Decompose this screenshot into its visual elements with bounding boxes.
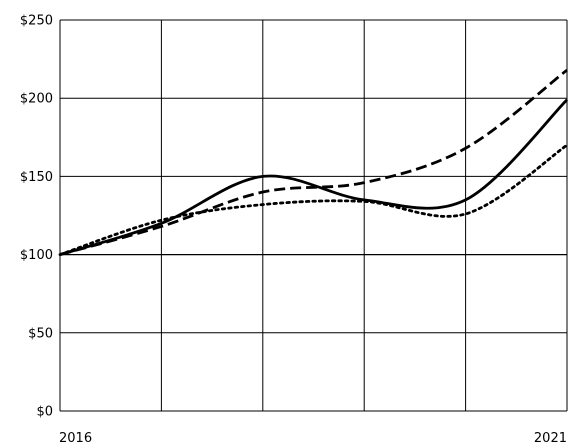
series-line-dotted [58,143,569,256]
y-tick-label: $50 [28,326,53,341]
y-tick-label: $150 [20,170,53,185]
y-tick-label: $250 [20,14,53,29]
y-axis-tick-labels: $0 $50 $100 $150 $200 $250 [20,14,53,420]
y-tick-label: $100 [20,248,53,263]
grid-lines [59,19,568,412]
x-axis-tick-labels: 2016 2021 [59,431,567,444]
y-tick-label: $0 [36,405,53,420]
x-tick-label: 2021 [534,431,567,444]
series-lines [58,68,569,256]
y-tick-label: $200 [20,92,53,107]
x-tick-label: 2016 [59,431,92,444]
series-line-solid [59,98,568,256]
